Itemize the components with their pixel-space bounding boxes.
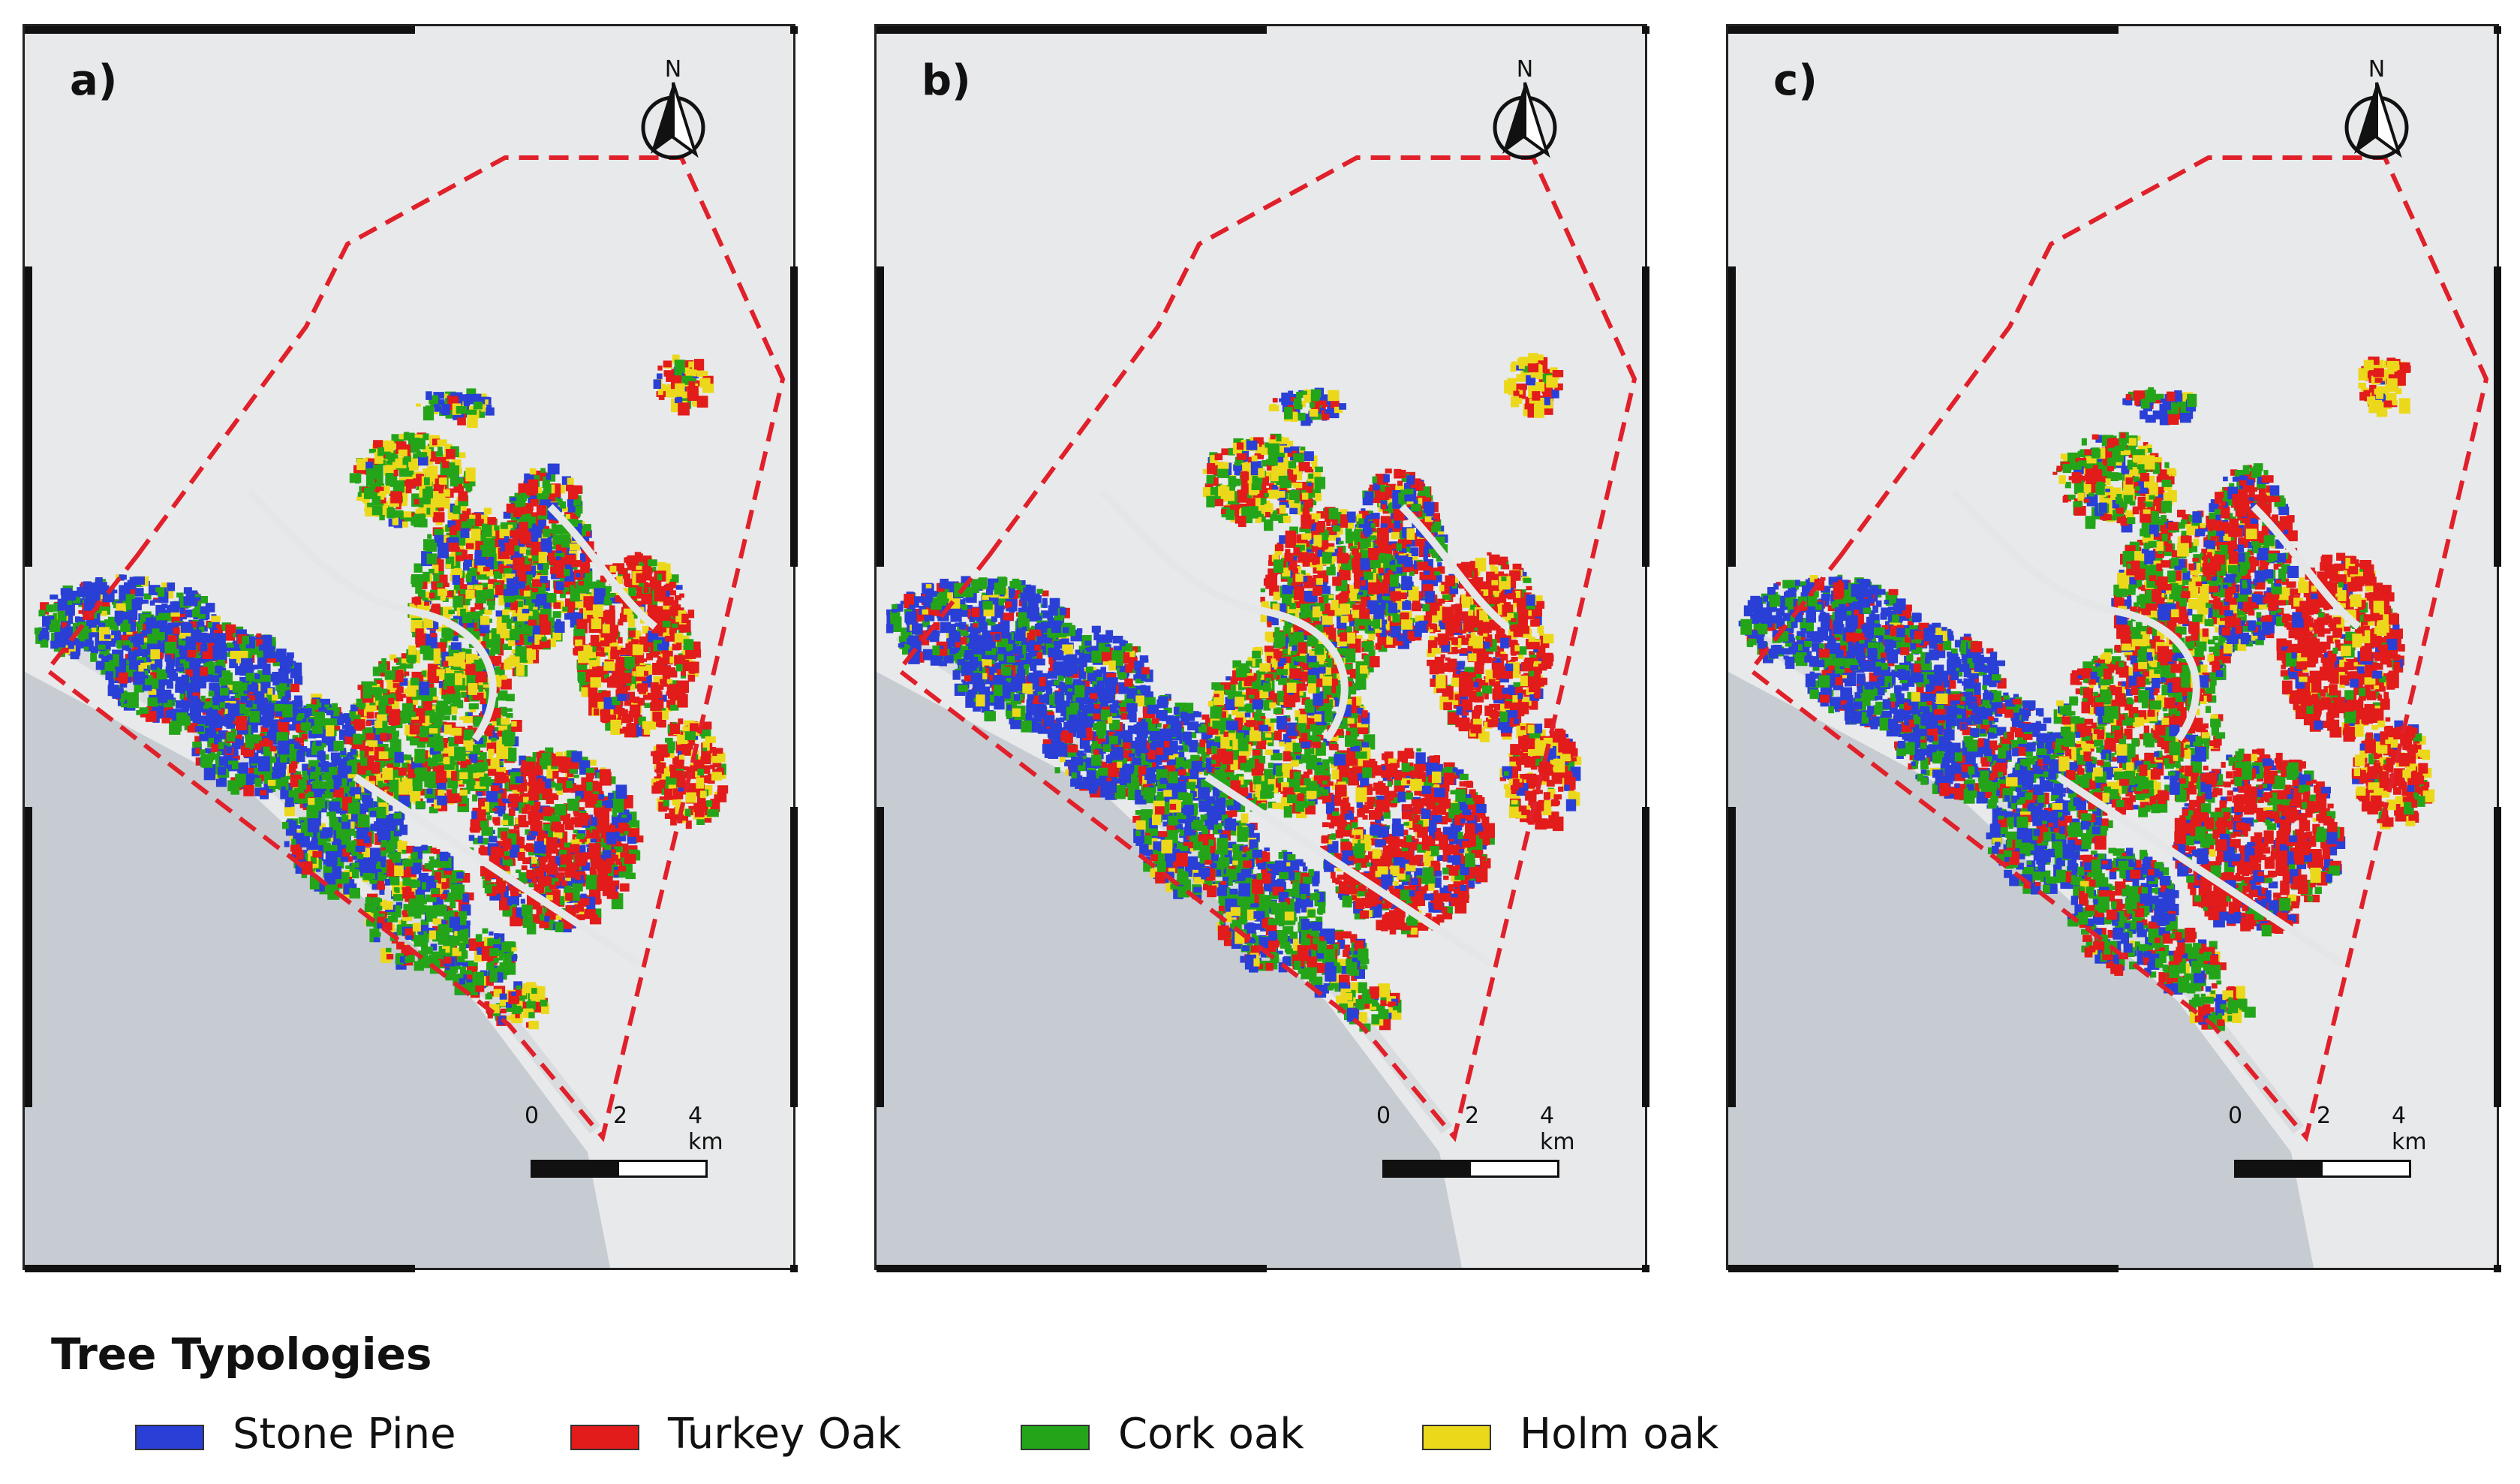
panel-label: a)	[70, 56, 118, 105]
map-panel-a: a) N 0 2 4 km	[23, 24, 798, 1272]
legend-label: Turkey Oak	[668, 1410, 901, 1458]
scale-tick-label: 0	[2228, 1103, 2243, 1129]
study-area-boundary	[895, 155, 1637, 1142]
frame-tick	[2494, 807, 2501, 1107]
frame-tick	[1642, 266, 1649, 567]
frame-tick	[1728, 26, 2119, 34]
north-label: N	[664, 56, 682, 83]
legend-swatch	[1021, 1425, 1090, 1450]
map-canvas	[25, 155, 786, 1268]
frame-tick	[877, 26, 1267, 34]
legend-swatch	[570, 1425, 639, 1450]
north-arrow-icon: N	[2339, 56, 2414, 169]
frame-tick	[877, 1265, 1267, 1272]
legend-swatch	[1422, 1425, 1491, 1450]
map-canvas	[877, 155, 1637, 1268]
legend-label: Cork oak	[1118, 1410, 1304, 1458]
north-label: N	[2368, 56, 2386, 83]
classified-pixels	[1738, 357, 2435, 1031]
frame-tick	[877, 266, 884, 567]
scale-bar-graphic	[2234, 1160, 2411, 1178]
frame-tick	[1728, 1265, 2119, 1272]
scale-tick-label: 2	[2317, 1103, 2332, 1129]
scale-tick-label: 2	[1465, 1103, 1480, 1129]
frame-tick	[790, 26, 798, 34]
legend-swatch	[135, 1425, 204, 1450]
scale-tick-label: 2	[613, 1103, 628, 1129]
sea-area	[1728, 672, 2314, 1268]
frame-tick	[25, 807, 32, 1107]
scale-bar-graphic	[1382, 1160, 1559, 1178]
frame-tick	[1642, 1265, 1649, 1272]
scale-bar: 0 2 4 km	[1376, 1103, 1577, 1208]
frame-tick	[1642, 26, 1649, 34]
sea-area	[877, 672, 1462, 1268]
sea-area	[25, 672, 610, 1268]
map-panel-c: c) N 0 2 4 km	[1726, 24, 2501, 1272]
frame-tick	[25, 1265, 415, 1272]
legend-label: Holm oak	[1520, 1410, 1719, 1458]
road-network	[1950, 489, 2362, 968]
legend-label: Stone Pine	[233, 1410, 456, 1458]
frame-tick	[2494, 266, 2501, 567]
legend-title: Tree Typologies	[51, 1329, 432, 1380]
frame-tick	[25, 266, 32, 567]
scale-tick-label: 0	[525, 1103, 540, 1129]
scale-tick-label: 0	[1376, 1103, 1391, 1129]
panel-label: c)	[1773, 56, 1818, 105]
scale-tick-label: 4 km	[688, 1103, 723, 1155]
road-network	[247, 489, 658, 968]
frame-tick	[1642, 807, 1649, 1107]
frame-tick	[790, 1265, 798, 1272]
scale-bar: 0 2 4 km	[2228, 1103, 2429, 1208]
scale-bar: 0 2 4 km	[525, 1103, 726, 1208]
panel-label: b)	[922, 56, 971, 105]
frame-tick	[1728, 807, 1736, 1107]
north-arrow-icon: N	[636, 56, 711, 169]
frame-tick	[790, 807, 798, 1107]
classified-pixels	[886, 353, 1582, 1032]
frame-tick	[25, 26, 415, 34]
study-area-boundary	[1747, 155, 2489, 1142]
scale-bar-graphic	[531, 1160, 708, 1178]
frame-tick	[2494, 26, 2501, 34]
map-canvas	[1728, 155, 2489, 1268]
scale-tick-label: 4 km	[1540, 1103, 1575, 1155]
study-area-boundary	[44, 155, 786, 1142]
north-arrow-icon: N	[1487, 56, 1562, 169]
map-panel-b: b) N 0 2 4 km	[874, 24, 1649, 1272]
scale-tick-label: 4 km	[2392, 1103, 2427, 1155]
north-label: N	[1516, 56, 1534, 83]
frame-tick	[790, 266, 798, 567]
road-network	[1099, 489, 1510, 968]
frame-tick	[877, 807, 884, 1107]
frame-tick	[1728, 266, 1736, 567]
frame-tick	[2494, 1265, 2501, 1272]
